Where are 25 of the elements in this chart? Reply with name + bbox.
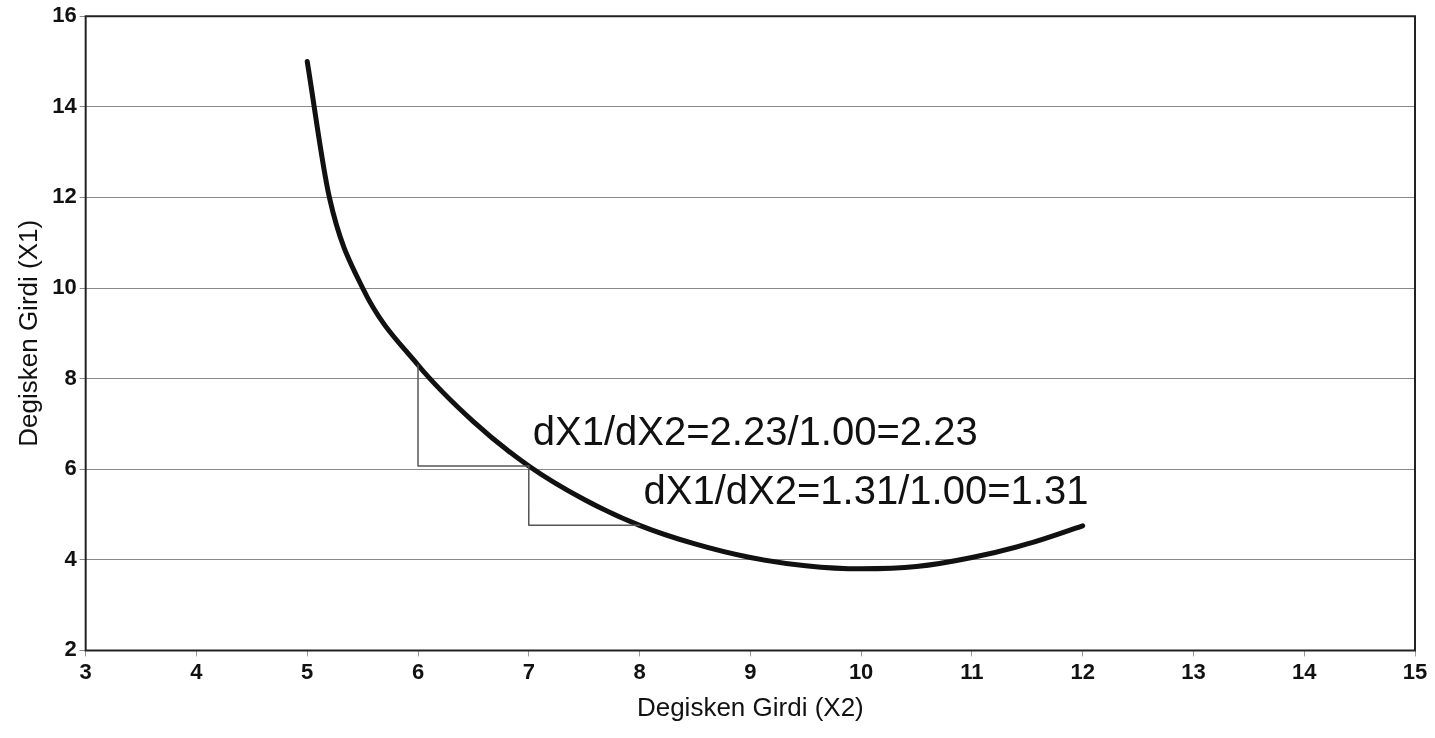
x-tick-label: 3 [79,658,92,684]
y-tick-label: 16 [52,2,77,28]
x-tick-label: 9 [744,658,757,684]
y-axis-title: Degisken Girdi (X1) [12,219,43,447]
y-tick-label: 8 [64,364,77,390]
x-tick-label: 11 [960,658,984,684]
annotation: dX1/dX2=1.31/1.00=1.31 [643,468,1089,513]
x-tick-label: 5 [301,658,314,684]
annotation: dX1/dX2=2.23/1.00=2.23 [532,409,978,454]
x-tick-label: 12 [1070,658,1095,684]
y-tick-label: 2 [64,636,77,662]
y-tick-label: 10 [52,274,77,300]
y-tick-label: 12 [52,183,77,209]
x-tick-label: 4 [190,658,204,684]
x-tick-label: 10 [848,658,874,684]
y-tick-label: 14 [52,92,78,118]
x-tick-label: 15 [1402,658,1428,684]
y-tick-label: 4 [64,545,78,571]
x-tick-label: 6 [411,658,425,684]
x-tick-label: 8 [633,658,646,684]
x-tick-label: 13 [1181,658,1206,684]
x-tick-label: 7 [522,658,535,684]
x-axis-title: Degisken Girdi (X2) [636,691,864,722]
x-tick-label: 14 [1291,658,1318,684]
y-tick-label: 6 [64,455,77,481]
